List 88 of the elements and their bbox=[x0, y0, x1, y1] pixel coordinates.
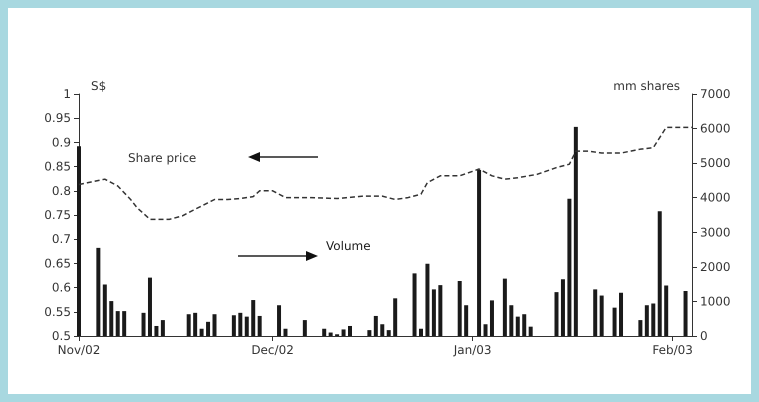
bar bbox=[593, 289, 598, 336]
y2-axis-title: mm shares bbox=[613, 79, 680, 93]
bar bbox=[374, 316, 378, 336]
bar bbox=[109, 301, 114, 336]
bar bbox=[658, 211, 662, 336]
bar bbox=[619, 292, 624, 336]
y2-tick-label: 4000 bbox=[700, 190, 731, 205]
bar bbox=[283, 328, 288, 336]
text: Volume bbox=[326, 239, 371, 253]
x-tick-label: Dec/02 bbox=[251, 343, 294, 357]
bar bbox=[509, 305, 514, 336]
bar bbox=[380, 324, 384, 336]
y-tick-label: 0.85 bbox=[44, 160, 71, 174]
bar bbox=[432, 289, 436, 336]
bar bbox=[277, 305, 282, 336]
y-tick-label: 0.75 bbox=[44, 208, 71, 222]
bar bbox=[302, 320, 307, 336]
bar bbox=[193, 312, 198, 336]
y2-tick-label: 3000 bbox=[700, 225, 731, 240]
y2-tick-label: 5000 bbox=[700, 156, 731, 170]
y-tick-label: 0.9 bbox=[52, 135, 71, 150]
bar bbox=[160, 320, 165, 336]
y-tick-label: 0.8 bbox=[52, 184, 71, 198]
y-tick-label: 0.7 bbox=[52, 232, 71, 246]
bar bbox=[212, 314, 217, 336]
bar bbox=[412, 273, 417, 336]
y2-tick-label: 1000 bbox=[700, 294, 731, 308]
bar bbox=[600, 296, 604, 336]
x-tick-label: Feb/03 bbox=[652, 343, 693, 357]
bar bbox=[644, 305, 649, 336]
bar bbox=[154, 326, 158, 336]
bar bbox=[612, 308, 617, 336]
bar bbox=[484, 324, 488, 336]
bar bbox=[516, 316, 520, 336]
bar bbox=[328, 332, 333, 336]
y-tick-label: 0.55 bbox=[44, 304, 71, 319]
y-tick-label: 0.95 bbox=[44, 111, 71, 126]
bar bbox=[418, 328, 423, 336]
bar bbox=[342, 329, 346, 336]
bar bbox=[502, 278, 507, 336]
bar bbox=[651, 304, 656, 336]
bar bbox=[367, 330, 372, 336]
bar bbox=[77, 146, 81, 336]
bar bbox=[458, 281, 462, 336]
bar bbox=[142, 312, 146, 336]
y2-tick-label: 6000 bbox=[700, 122, 731, 136]
x-tick-label: Nov/02 bbox=[58, 343, 100, 357]
bar bbox=[322, 328, 326, 336]
bar bbox=[386, 330, 391, 336]
y-tick-label: 0.6 bbox=[52, 280, 71, 295]
bar bbox=[102, 284, 107, 336]
bar bbox=[638, 320, 642, 336]
bar bbox=[522, 314, 526, 336]
bar bbox=[425, 264, 430, 336]
y-axis-title: S$ bbox=[91, 79, 106, 93]
bar bbox=[490, 300, 494, 336]
bar bbox=[528, 326, 533, 336]
bar bbox=[122, 311, 126, 336]
bar bbox=[554, 292, 558, 336]
bar bbox=[684, 291, 688, 336]
bar bbox=[148, 278, 152, 336]
bar bbox=[238, 312, 242, 336]
bar bbox=[116, 311, 120, 336]
y2-tick-label: 0 bbox=[700, 329, 708, 343]
bar bbox=[438, 285, 442, 336]
bar bbox=[477, 170, 482, 336]
bar bbox=[186, 314, 191, 336]
bar bbox=[96, 248, 100, 336]
y-tick-label: 0.65 bbox=[44, 256, 71, 270]
y2-tick-label: 7000 bbox=[700, 87, 731, 101]
bar bbox=[206, 322, 210, 336]
bar bbox=[348, 326, 352, 336]
bar bbox=[244, 316, 249, 336]
y-tick-label: 1 bbox=[63, 87, 71, 101]
y-tick-label: 0.5 bbox=[52, 329, 71, 343]
bar bbox=[258, 316, 262, 336]
bar bbox=[560, 279, 565, 336]
bar bbox=[393, 298, 398, 336]
x-tick-label: Jan/03 bbox=[452, 343, 492, 357]
bar bbox=[664, 286, 668, 336]
bar bbox=[200, 328, 204, 336]
bar bbox=[251, 300, 256, 336]
bar bbox=[567, 198, 572, 336]
y2-tick-label: 2000 bbox=[700, 260, 731, 274]
bar bbox=[574, 126, 578, 336]
bar bbox=[232, 315, 236, 336]
bar bbox=[464, 305, 468, 336]
series-label: Share price bbox=[128, 151, 196, 165]
